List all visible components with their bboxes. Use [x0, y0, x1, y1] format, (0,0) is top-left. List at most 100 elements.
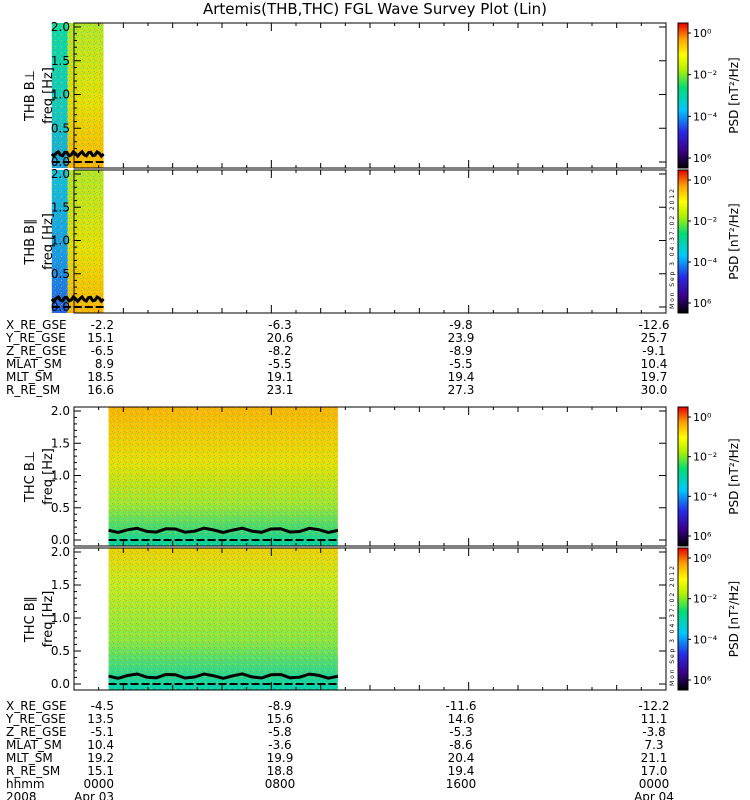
ephemeris-value: 10.4 — [87, 738, 114, 752]
ephemeris-value: 16.6 — [87, 383, 114, 397]
ephemeris-value: 23.9 — [448, 331, 475, 345]
ephemeris-value: 30.0 — [641, 383, 668, 397]
timestamp-text: Mon Sep 3 04:37:02 2012 — [669, 189, 676, 309]
ephemeris-value: -12.2 — [638, 699, 669, 713]
y-tick-label: 1.0 — [51, 469, 70, 483]
colorbar-tick-label: 10⁻⁴ — [693, 256, 718, 269]
panel-frame — [73, 169, 667, 314]
date-start: Apr 03 — [74, 790, 114, 800]
y-tick-label: 1.0 — [51, 88, 70, 102]
colorbar-tick-label: 10⁻⁴ — [693, 490, 718, 503]
y-tick-label: 0.5 — [51, 644, 70, 658]
y-tick-label: 0.5 — [51, 267, 70, 281]
ephemeris-value: 7.3 — [644, 738, 663, 752]
y-axis-unit: freq [Hz] — [41, 591, 56, 648]
ephemeris-value: 21.1 — [641, 751, 668, 765]
black-line-upper — [50, 149, 105, 159]
ephemeris-value: 18.5 — [87, 370, 114, 384]
colorbar-tick-label: 10⁻² — [693, 451, 717, 464]
ephemeris-value: 15.6 — [267, 712, 294, 726]
spectrogram-panel-4: 0.0 0.5 1.0 1.5 2.0 THC B∥ freq [Hz] 10⁶ 10⁻⁴ 10⁻… — [23, 545, 741, 691]
y-axis-title: THC B⊥ — [23, 451, 38, 503]
y-tick-label: 1.0 — [51, 611, 70, 625]
ephemeris-value: 0000 — [639, 777, 670, 791]
spectrogram-panel-1: 0.0 0.5 1.0 1.5 2.0 THB B⊥ freq [Hz] 10⁶ 10⁻⁴ 10⁻… — [23, 20, 741, 169]
spectrogram-panel-3: 0.0 0.5 1.0 1.5 2.0 THC B⊥ freq [Hz] 10⁶ 10⁻⁴ 10⁻… — [23, 404, 741, 547]
ephemeris-block-2: X_RE_GSE -4.5 -8.9 -11.6 -12.2 Y_RE_GSE 13.5 15… — [5, 699, 674, 800]
ephemeris-value: 19.4 — [448, 370, 475, 384]
panel-frame — [73, 22, 667, 169]
y-tick-label: 2.0 — [51, 20, 70, 34]
ephemeris-value: -6.3 — [268, 318, 291, 332]
ephemeris-value: 19.2 — [87, 751, 114, 765]
ephemeris-value: -5.1 — [91, 725, 114, 739]
ephemeris-value: 20.4 — [448, 751, 475, 765]
y-tick-label: 2.0 — [51, 404, 70, 418]
ephemeris-label: MLAT_SM — [6, 357, 62, 371]
y-tick-label: 0.0 — [51, 677, 70, 691]
ephemeris-value: 15.1 — [87, 331, 114, 345]
colorbar — [677, 169, 689, 314]
y-axis-unit: freq [Hz] — [41, 213, 56, 270]
colorbar-title: PSD [nT²/Hz] — [727, 57, 741, 133]
y-tick-label: 1.0 — [51, 234, 70, 248]
ephemeris-value: -9.8 — [449, 318, 472, 332]
colorbar-tick-label: 10⁰ — [693, 27, 712, 40]
ephemeris-value: 19.4 — [448, 764, 475, 778]
y-axis-title: THB B∥ — [23, 218, 38, 265]
y-tick-label: 0.5 — [51, 501, 70, 515]
colorbar-tick-label: 10⁰ — [693, 411, 712, 424]
ephemeris-value: -11.6 — [445, 699, 476, 713]
colorbar-title: PSD [nT²/Hz] — [727, 438, 741, 514]
y-tick-label: 1.5 — [51, 54, 70, 68]
timestamp-text: Mon Sep 3 04:37:02 2012 — [669, 566, 676, 686]
ephemeris-label: R_RE_SM — [6, 383, 60, 397]
ephemeris-value: -5.8 — [268, 725, 291, 739]
ephemeris-value: -5.3 — [449, 725, 472, 739]
ephemeris-value: 17.0 — [641, 764, 668, 778]
colorbar-tick-label: 10⁻⁴ — [693, 110, 718, 123]
y-axis-title: THB B⊥ — [23, 70, 38, 122]
colorbar-tick-label: 10⁶ — [693, 530, 712, 543]
ephemeris-value: -6.5 — [91, 344, 114, 358]
y-tick-label: 1.5 — [51, 200, 70, 214]
plot-title: Artemis(THB,THC) FGL Wave Survey Plot (L… — [203, 0, 547, 18]
spectrogram-texture — [108, 548, 338, 690]
ephemeris-value: 18.8 — [267, 764, 294, 778]
ephemeris-label: Z_RE_GSE — [6, 344, 67, 358]
ephemeris-value: 8.9 — [95, 357, 114, 371]
colorbar — [677, 406, 689, 547]
ephemeris-value: 11.1 — [641, 712, 668, 726]
colorbar-tick-label: 10⁻² — [693, 215, 717, 228]
ephemeris-label: MLT_SM — [6, 370, 53, 384]
ephemeris-value: -2.2 — [91, 318, 114, 332]
ephemeris-value: 19.1 — [267, 370, 294, 384]
ephemeris-label: Y_RE_GSE — [5, 712, 66, 726]
ephemeris-value: 1600 — [446, 777, 477, 791]
ephemeris-value: 14.6 — [448, 712, 475, 726]
black-line-upper — [108, 526, 339, 535]
date-end: Apr 04 — [634, 790, 674, 800]
colorbar-tick-label: 10⁻² — [693, 593, 717, 606]
ephemeris-value: -8.2 — [268, 344, 291, 358]
ephemeris-value: 23.1 — [267, 383, 294, 397]
ephemeris-value: -12.6 — [638, 318, 669, 332]
ephemeris-value: -9.1 — [642, 344, 665, 358]
y-axis-unit: freq [Hz] — [41, 448, 56, 505]
y-tick-label: 0.0 — [51, 155, 70, 169]
ephemeris-label: hhmm — [6, 777, 45, 791]
ephemeris-value: 20.6 — [267, 331, 294, 345]
colorbar-tick-label: 10⁰ — [693, 552, 712, 565]
colorbar-title: PSD [nT²/Hz] — [727, 203, 741, 279]
ephemeris-value: 19.7 — [641, 370, 668, 384]
spectrogram-texture — [51, 170, 68, 313]
y-tick-label: 0.0 — [51, 533, 70, 547]
colorbar-tick-label: 10⁻² — [693, 69, 717, 82]
ephemeris-block-1: X_RE_GSE -2.2 -6.3 -9.8 -12.6 Y_RE_GSE 15.1 20.… — [5, 318, 670, 397]
black-line-upper — [50, 294, 105, 304]
y-axis-title: THC B∥ — [23, 596, 38, 643]
spectrogram-texture — [51, 23, 68, 168]
ephemeris-label: Z_RE_GSE — [6, 725, 67, 739]
ephemeris-value: 15.1 — [87, 764, 114, 778]
colorbar-tick-label: 10⁶ — [693, 297, 712, 310]
